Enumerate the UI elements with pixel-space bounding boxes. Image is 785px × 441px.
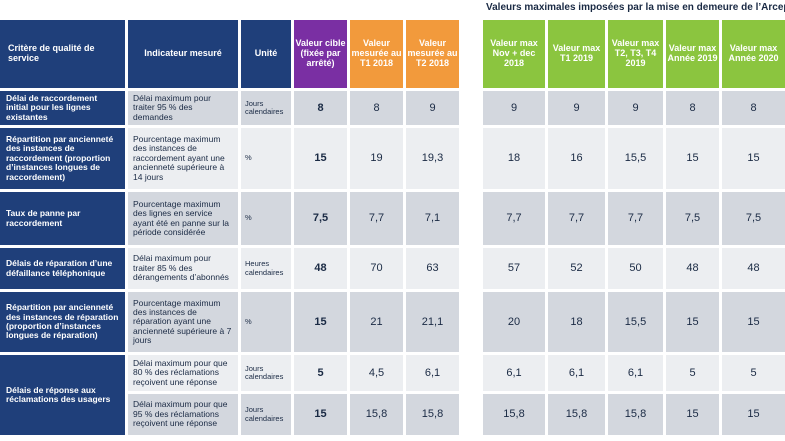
measured-t1-value: 21 bbox=[350, 292, 403, 352]
unit-cell: % bbox=[241, 128, 291, 189]
max-value: 15 bbox=[722, 292, 785, 352]
criterion-cell: Répartition par ancienneté des instances… bbox=[0, 128, 125, 189]
max-value: 15,8 bbox=[483, 394, 545, 435]
criterion-cell: Délais de réponse aux réclamations des u… bbox=[0, 355, 125, 435]
max-value: 57 bbox=[483, 248, 545, 289]
max-value: 18 bbox=[548, 292, 605, 352]
max-value: 15 bbox=[722, 128, 785, 189]
max-value: 6,1 bbox=[548, 355, 605, 391]
max-value: 15 bbox=[666, 292, 719, 352]
measured-t1-value: 4,5 bbox=[350, 355, 403, 391]
indicator-cell: Pourcentage maximum des lignes en servic… bbox=[128, 192, 238, 245]
indicator-cell: Délai maximum pour traiter 95 % des dema… bbox=[128, 91, 238, 125]
target-value: 15 bbox=[294, 394, 347, 435]
max-value: 8 bbox=[722, 91, 785, 125]
max-value: 48 bbox=[722, 248, 785, 289]
criterion-cell: Taux de panne par raccordement bbox=[0, 192, 125, 245]
measured-t2-value: 7,1 bbox=[406, 192, 459, 245]
header-max-t2-t4-2019: Valeur max T2, T3, T4 2019 bbox=[608, 20, 663, 88]
measured-t2-value: 63 bbox=[406, 248, 459, 289]
target-value: 48 bbox=[294, 248, 347, 289]
unit-cell: Jours calendaires bbox=[241, 394, 291, 435]
max-value: 6,1 bbox=[483, 355, 545, 391]
max-value: 15,5 bbox=[608, 292, 663, 352]
header-max-t1-2019: Valeur max T1 2019 bbox=[548, 20, 605, 88]
max-value: 20 bbox=[483, 292, 545, 352]
max-value: 7,7 bbox=[548, 192, 605, 245]
max-value: 5 bbox=[722, 355, 785, 391]
target-value: 5 bbox=[294, 355, 347, 391]
indicator-cell: Délai maximum pour que 80 % des réclamat… bbox=[128, 355, 238, 391]
table-caption: Valeurs maximales imposées par la mise e… bbox=[486, 2, 785, 13]
header-indicator: Indicateur mesuré bbox=[128, 20, 238, 88]
target-value: 15 bbox=[294, 292, 347, 352]
criterion-cell: Délais de réparation d’une défaillance t… bbox=[0, 248, 125, 289]
max-value: 15 bbox=[666, 128, 719, 189]
target-value: 7,5 bbox=[294, 192, 347, 245]
max-value: 8 bbox=[666, 91, 719, 125]
max-value: 9 bbox=[608, 91, 663, 125]
indicator-cell: Pourcentage maximum des instances de rép… bbox=[128, 292, 238, 352]
measured-t1-value: 19 bbox=[350, 128, 403, 189]
criterion-cell: Délai de raccordement initial pour les l… bbox=[0, 91, 125, 125]
max-value: 6,1 bbox=[608, 355, 663, 391]
measured-t1-value: 7,7 bbox=[350, 192, 403, 245]
max-value: 15 bbox=[666, 394, 719, 435]
max-value: 7,5 bbox=[666, 192, 719, 245]
indicator-cell: Délai maximum pour que 95 % des réclamat… bbox=[128, 394, 238, 435]
header-measured-t2: Valeur mesurée au T2 2018 bbox=[406, 20, 459, 88]
max-value: 52 bbox=[548, 248, 605, 289]
header-criterion: Critère de qualité de service bbox=[0, 20, 125, 88]
header-max-year-2020: Valeur max Année 2020 bbox=[722, 20, 785, 88]
unit-cell: Jours calendaires bbox=[241, 91, 291, 125]
measured-t2-value: 21,1 bbox=[406, 292, 459, 352]
max-value: 7,7 bbox=[483, 192, 545, 245]
header-measured-t1: Valeur mesurée au T1 2018 bbox=[350, 20, 403, 88]
measured-t2-value: 19,3 bbox=[406, 128, 459, 189]
header-max-year-2019: Valeur max Année 2019 bbox=[666, 20, 719, 88]
max-value: 7,7 bbox=[608, 192, 663, 245]
unit-cell: Heures calendaires bbox=[241, 248, 291, 289]
unit-cell: % bbox=[241, 292, 291, 352]
measured-t1-value: 8 bbox=[350, 91, 403, 125]
measured-t1-value: 70 bbox=[350, 248, 403, 289]
header-target: Valeur cible (fixée par arrêté) bbox=[294, 20, 347, 88]
max-value: 48 bbox=[666, 248, 719, 289]
measured-t2-value: 15,8 bbox=[406, 394, 459, 435]
measured-t2-value: 9 bbox=[406, 91, 459, 125]
unit-cell: Jours calendaires bbox=[241, 355, 291, 391]
target-value: 15 bbox=[294, 128, 347, 189]
measured-t1-value: 15,8 bbox=[350, 394, 403, 435]
max-value: 9 bbox=[548, 91, 605, 125]
max-value: 15,5 bbox=[608, 128, 663, 189]
max-value: 15 bbox=[722, 394, 785, 435]
unit-cell: % bbox=[241, 192, 291, 245]
criterion-cell: Répartition par ancienneté des instances… bbox=[0, 292, 125, 352]
max-value: 5 bbox=[666, 355, 719, 391]
max-value: 15,8 bbox=[608, 394, 663, 435]
header-max-nov-dec-2018: Valeur max Nov + dec 2018 bbox=[483, 20, 545, 88]
max-value: 7,5 bbox=[722, 192, 785, 245]
max-value: 50 bbox=[608, 248, 663, 289]
indicator-cell: Délai maximum pour traiter 85 % des déra… bbox=[128, 248, 238, 289]
indicator-cell: Pourcentage maximum des instances de rac… bbox=[128, 128, 238, 189]
max-value: 15,8 bbox=[548, 394, 605, 435]
header-unit: Unité bbox=[241, 20, 291, 88]
target-value: 8 bbox=[294, 91, 347, 125]
measured-t2-value: 6,1 bbox=[406, 355, 459, 391]
max-value: 16 bbox=[548, 128, 605, 189]
max-value: 18 bbox=[483, 128, 545, 189]
max-value: 9 bbox=[483, 91, 545, 125]
